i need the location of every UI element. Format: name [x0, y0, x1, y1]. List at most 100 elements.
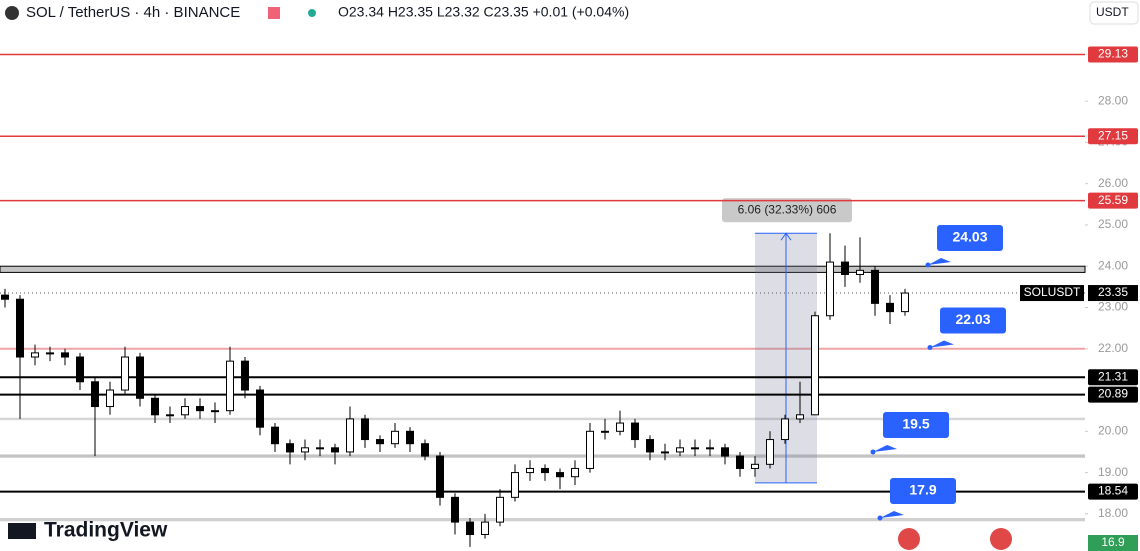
candle-body	[481, 521, 489, 535]
candle	[46, 346, 54, 362]
zone	[0, 517, 1085, 522]
callout-box	[940, 307, 1006, 334]
level-tag	[1088, 128, 1138, 145]
candle	[481, 513, 489, 539]
candle-body	[196, 406, 204, 412]
y-tick-label: 19.00	[1098, 465, 1128, 479]
level-tag-label: 25.59	[1098, 193, 1128, 207]
symbol: SOL / TetherUS · 4h · BINANCE	[26, 4, 240, 21]
level-tag-label: 18.54	[1098, 484, 1128, 498]
candle-body	[901, 292, 909, 313]
callout-label: 19.5	[902, 416, 929, 432]
candle	[31, 344, 39, 366]
callout-box	[890, 477, 956, 504]
candle	[556, 468, 564, 490]
logo-mark	[8, 523, 36, 539]
candle-body	[271, 426, 279, 445]
candle	[496, 489, 504, 527]
candle	[421, 439, 429, 461]
candle	[751, 456, 759, 477]
candle-body	[361, 418, 369, 441]
candle	[796, 381, 804, 424]
y-tick-label: 25.00	[1098, 217, 1128, 231]
candle	[301, 439, 309, 461]
header-bg	[0, 0, 1140, 26]
candle-body	[616, 422, 624, 432]
candle	[151, 394, 159, 424]
flag-icon	[268, 7, 280, 19]
candle-body	[796, 414, 804, 420]
candle	[631, 418, 639, 448]
current-tag	[1088, 285, 1138, 302]
candle-body	[1, 294, 9, 300]
candle	[886, 295, 894, 324]
event-flag	[990, 528, 1012, 550]
candle-body	[631, 422, 639, 441]
candle-body	[76, 356, 84, 383]
callout-box	[937, 224, 1003, 251]
candle	[826, 233, 834, 320]
y-tick-label: 26.00	[1098, 176, 1128, 190]
candle-body	[16, 298, 24, 358]
candle	[841, 245, 849, 287]
candle	[676, 439, 684, 457]
level-tag-label: 20.89	[1098, 387, 1128, 401]
candle	[331, 443, 339, 465]
level-tag	[1088, 369, 1138, 386]
callout-label: 17.9	[909, 482, 936, 498]
candle	[781, 414, 789, 444]
candle-body	[241, 360, 249, 391]
price-axis	[1085, 0, 1140, 551]
candle	[76, 352, 84, 391]
candle	[511, 464, 519, 502]
y-tick-label: 24.00	[1098, 258, 1128, 272]
candle	[196, 398, 204, 419]
candle-body	[811, 315, 819, 416]
candle	[571, 460, 579, 485]
zone	[0, 454, 1085, 458]
y-tick-label: 20.00	[1098, 423, 1128, 437]
candle-body	[751, 463, 759, 469]
candle	[661, 443, 669, 461]
zone	[0, 417, 1085, 421]
pinned-tag-label: 16.9	[1101, 535, 1125, 549]
candle-body	[766, 439, 774, 465]
currency-button[interactable]	[1089, 1, 1139, 25]
candle-body	[31, 352, 39, 358]
candle-body	[721, 447, 729, 457]
candle-body	[256, 389, 264, 428]
callout-label: 24.03	[952, 229, 987, 245]
candle	[391, 423, 399, 448]
y-tick-label: 23.00	[1098, 300, 1128, 314]
candle	[541, 464, 549, 481]
level-tag-label: 27.15	[1098, 128, 1128, 142]
candle-body	[226, 360, 234, 412]
candle-body	[691, 447, 699, 450]
currency[interactable]: USDT	[1096, 5, 1129, 19]
candle	[601, 418, 609, 440]
candle	[91, 377, 99, 457]
candle-body	[706, 447, 714, 450]
candle	[706, 439, 714, 457]
candle	[466, 517, 474, 547]
status-dot	[308, 9, 316, 17]
current-name: SOLUSDT	[1024, 285, 1081, 299]
candle-body	[211, 410, 219, 413]
candle	[436, 451, 444, 506]
callout-pointer	[928, 257, 951, 265]
candle	[136, 352, 144, 407]
candle	[61, 348, 69, 366]
candle	[901, 288, 909, 316]
candle-body	[826, 261, 834, 317]
candle-body	[61, 352, 69, 358]
candle-body	[391, 430, 399, 445]
callout-pointer	[873, 444, 897, 452]
callout-tip	[927, 345, 933, 351]
candle	[106, 381, 114, 415]
level-tag	[1088, 483, 1138, 500]
candle-body	[421, 443, 429, 457]
candle	[16, 295, 24, 419]
measure-label: 6.06 (32.33%) 606	[738, 202, 837, 216]
callout-label: 22.03	[955, 311, 990, 327]
candle	[121, 346, 129, 395]
